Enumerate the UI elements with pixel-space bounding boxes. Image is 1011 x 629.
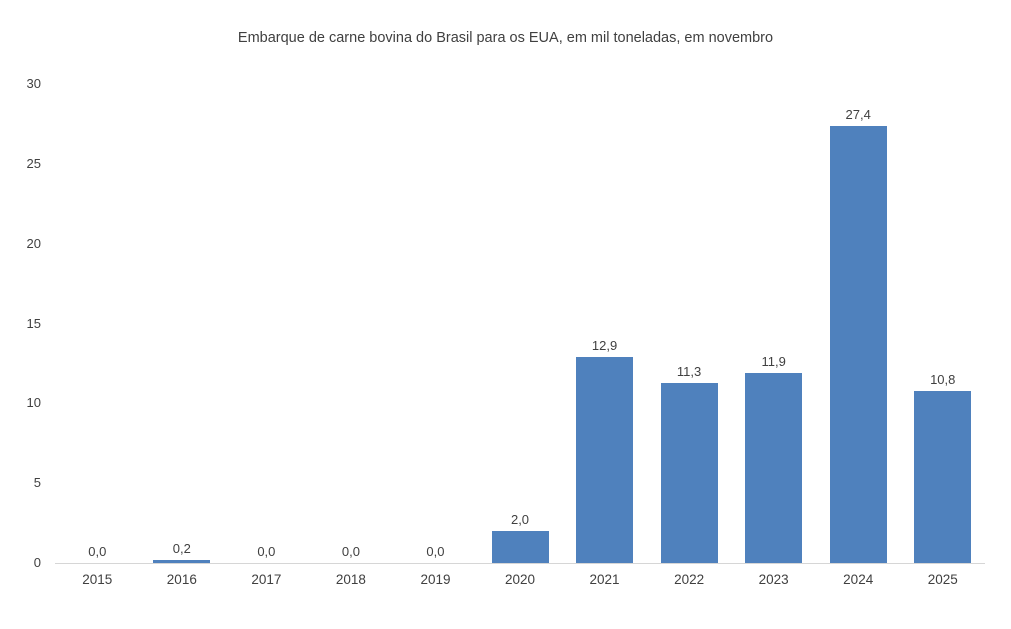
y-tick-label: 5 xyxy=(33,475,41,491)
bar-value-label: 27,4 xyxy=(845,107,871,122)
y-axis: 0 5 10 15 20 25 30 xyxy=(0,0,45,629)
bar-slot: 0,0 xyxy=(55,84,140,563)
x-tick-label: 2023 xyxy=(758,572,789,587)
y-tick-label: 25 xyxy=(26,155,41,171)
x-tick-label: 2021 xyxy=(589,572,620,587)
bar-value-label: 0,2 xyxy=(172,541,191,556)
chart-title: Embarque de carne bovina do Brasil para … xyxy=(237,30,774,46)
x-tick-label: 2016 xyxy=(166,572,197,587)
bar-slot: 11,3 xyxy=(647,84,732,563)
bar-value-label: 0,0 xyxy=(88,544,107,559)
bar-slot: 12,9 xyxy=(562,84,647,563)
bar xyxy=(660,383,718,563)
bars-row: 0,0 0,2 0,0 0,0 0,0 2,0 12,9 11,3 11,9 27,4 10,8 xyxy=(55,84,985,563)
bar-value-label: 0,0 xyxy=(341,544,360,559)
bar xyxy=(576,357,634,563)
y-tick-label: 0 xyxy=(33,555,41,570)
bar-value-label: 11,9 xyxy=(761,354,786,369)
x-tick-label: 2024 xyxy=(843,572,874,587)
bar-slot: 10,8 xyxy=(900,84,985,563)
bar-slot: 27,4 xyxy=(816,84,901,563)
bar-slot: 0,0 xyxy=(224,84,309,563)
bar-slot: 0,0 xyxy=(309,84,394,563)
bar-slot: 11,9 xyxy=(731,84,816,563)
plot-area: 0,0 0,2 0,0 0,0 0,0 2,0 12,9 11,3 11,9 27,4 10,8 xyxy=(55,84,985,564)
bar-value-label: 0,0 xyxy=(257,544,276,559)
bar-value-label: 11,3 xyxy=(676,364,702,379)
bar xyxy=(491,531,549,563)
bar-slot: 2,0 xyxy=(478,84,563,563)
bar-value-label: 12,9 xyxy=(591,338,618,353)
bar-value-label: 10,8 xyxy=(930,372,956,387)
x-tick-label: 2019 xyxy=(420,572,451,587)
y-tick-label: 20 xyxy=(26,235,41,251)
bar-slot: 0,0 xyxy=(393,84,478,563)
y-tick-label: 10 xyxy=(26,395,41,411)
x-tick-label: 2022 xyxy=(674,572,705,587)
bar-slot: 0,2 xyxy=(140,84,225,563)
bar xyxy=(829,126,887,563)
x-tick-label: 2020 xyxy=(504,572,536,587)
x-tick-label: 2017 xyxy=(251,572,282,587)
bar-value-label: 0,0 xyxy=(426,544,445,559)
bar xyxy=(745,373,803,563)
x-axis: 2015 2016 2017 2018 2019 2020 2021 2022 2023 2024… xyxy=(55,572,985,587)
x-tick-label: 2015 xyxy=(82,572,113,587)
bar xyxy=(153,560,211,563)
bar xyxy=(914,391,972,563)
y-tick-label: 15 xyxy=(26,315,41,331)
y-tick-label: 30 xyxy=(26,76,41,91)
bar-value-label: 2,0 xyxy=(510,512,530,527)
x-tick-label: 2025 xyxy=(927,572,958,587)
x-tick-label: 2018 xyxy=(335,572,366,587)
